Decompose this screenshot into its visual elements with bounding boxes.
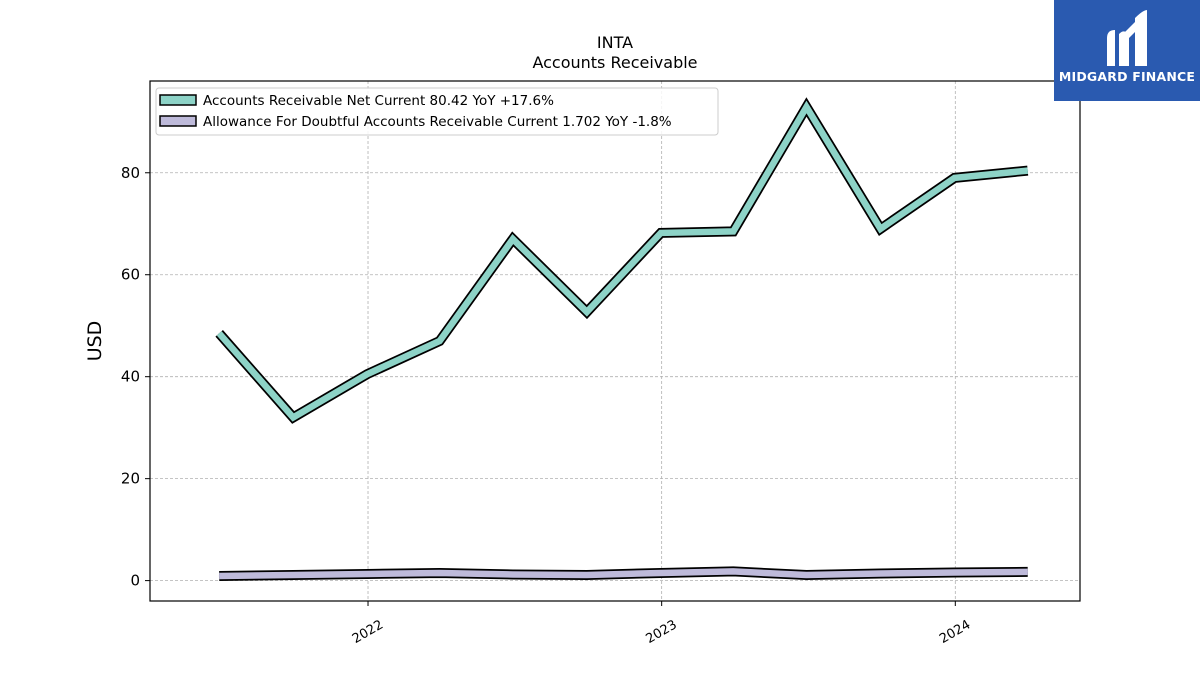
data-point: [660, 572, 662, 574]
legend-swatch: [159, 115, 197, 127]
legend-frame: [155, 87, 719, 136]
y-tick-label: 40: [121, 368, 140, 386]
data-point: [586, 574, 588, 576]
series-line: [219, 568, 1028, 580]
legend: Accounts Receivable Net Current 80.42 Yo…: [155, 87, 719, 136]
data-point: [953, 177, 955, 179]
legend-swatch: [159, 94, 197, 106]
data-point: [732, 570, 734, 572]
y-axis: 0 20 40 60 80: [121, 164, 150, 590]
data-point: [879, 228, 881, 230]
data-point: [586, 311, 588, 313]
data-point: [660, 232, 662, 234]
y-axis-label: USD: [84, 321, 106, 362]
x-axis: 2022 2023 2024: [350, 601, 973, 647]
brand-logo-icon: [1107, 10, 1147, 66]
data-point: [439, 572, 441, 574]
data-point: [732, 230, 734, 232]
x-tick-label: 2024: [937, 617, 973, 647]
x-tick-label: 2023: [644, 617, 680, 647]
data-point: [292, 574, 294, 576]
data-point: [439, 340, 441, 342]
data-point: [512, 238, 514, 240]
grid: [150, 81, 1080, 601]
data-point: [1027, 571, 1029, 573]
x-tick-label: 2022: [350, 617, 386, 647]
series-layer: [215, 97, 1029, 582]
data-point: [218, 332, 220, 334]
legend-label: Accounts Receivable Net Current 80.42 Yo…: [203, 93, 554, 109]
data-point: [805, 106, 807, 108]
y-tick-label: 60: [121, 266, 140, 284]
data-point: [366, 373, 368, 375]
data-point: [805, 574, 807, 576]
data-point: [1027, 170, 1029, 172]
series-line: [216, 100, 1029, 422]
brand-logo: MIDGARD FINANCE: [1054, 0, 1200, 101]
data-point: [879, 572, 881, 574]
data-point: [512, 573, 514, 575]
plot-area-frame: [149, 80, 1081, 602]
series-outline: [215, 97, 1029, 424]
legend-label: Allowance For Doubtful Accounts Receivab…: [203, 114, 672, 130]
data-point: [366, 573, 368, 575]
y-tick-label: 0: [130, 572, 140, 590]
data-point: [292, 416, 294, 418]
data-point: [218, 575, 220, 577]
y-tick-label: 80: [121, 164, 140, 182]
y-tick-label: 20: [121, 470, 140, 488]
chart-subtitle: Accounts Receivable: [532, 53, 697, 72]
data-point: [953, 571, 955, 573]
brand-name: MIDGARD FINANCE: [1058, 69, 1196, 84]
chart-title: INTA: [597, 33, 633, 52]
